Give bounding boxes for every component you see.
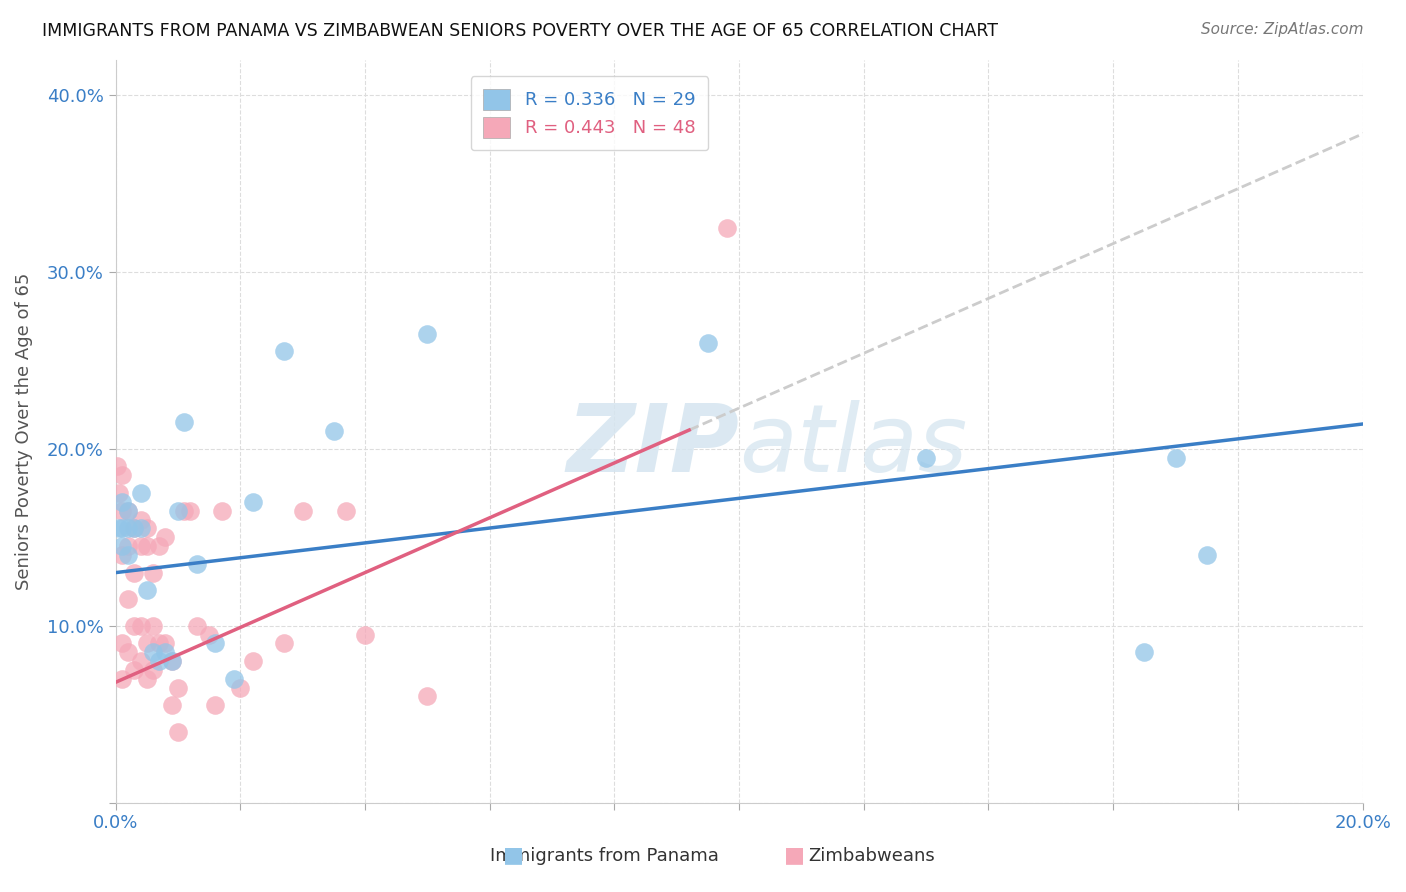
Point [142,663,165,677]
Point [111,468,134,483]
Point [1133,645,1156,659]
Point [204,698,226,713]
Point [135,583,157,598]
Point [160,654,183,668]
Point [198,627,221,641]
Point [242,654,264,668]
Text: ■: ■ [785,846,804,865]
Point [142,566,165,580]
Point [416,690,439,704]
Point [111,495,134,509]
Point [129,618,152,632]
Point [117,504,139,518]
Point [124,618,146,632]
Point [915,450,938,465]
Point [155,645,177,659]
Point [173,415,195,429]
Y-axis label: Seniors Poverty Over the Age of 65: Seniors Poverty Over the Age of 65 [15,272,32,590]
Point [117,504,139,518]
Point [354,627,377,641]
Point [135,521,157,535]
Point [155,636,177,650]
Point [111,548,134,562]
Point [148,539,170,553]
Point [273,636,295,650]
Point [107,521,129,535]
Point [129,539,152,553]
Point [124,663,146,677]
Point [111,504,134,518]
Point [148,636,170,650]
Point [273,344,295,359]
Point [160,698,183,713]
Point [291,504,314,518]
Point [716,220,738,235]
Point [111,521,134,535]
Point [142,645,165,659]
Point [179,504,201,518]
Point [148,654,170,668]
Point [1164,450,1187,465]
Point [107,459,129,474]
Text: IMMIGRANTS FROM PANAMA VS ZIMBABWEAN SENIORS POVERTY OVER THE AGE OF 65 CORRELAT: IMMIGRANTS FROM PANAMA VS ZIMBABWEAN SEN… [42,22,998,40]
Legend: R = 0.336   N = 29, R = 0.443   N = 48: R = 0.336 N = 29, R = 0.443 N = 48 [471,76,709,150]
Point [129,521,152,535]
Point [696,335,718,350]
Point [117,539,139,553]
Point [322,424,344,438]
Point [229,681,252,695]
Point [129,512,152,526]
Point [117,548,139,562]
Point [117,592,139,607]
Point [129,486,152,500]
Point [117,521,139,535]
Point [124,521,146,535]
Point [186,557,208,571]
Text: Immigrants from Panama: Immigrants from Panama [491,847,718,865]
Point [242,495,264,509]
Point [111,672,134,686]
Text: ■: ■ [503,846,523,865]
Text: atlas: atlas [740,401,967,491]
Point [155,530,177,544]
Text: ZIP: ZIP [567,400,740,492]
Point [117,645,139,659]
Point [135,672,157,686]
Point [167,681,190,695]
Point [111,636,134,650]
Point [173,504,195,518]
Point [204,636,226,650]
Point [107,486,129,500]
Text: Zimbabweans: Zimbabweans [808,847,935,865]
Point [129,654,152,668]
Point [124,521,146,535]
Point [167,504,190,518]
Point [111,539,134,553]
Point [135,636,157,650]
Point [416,326,439,341]
Point [186,618,208,632]
Point [142,618,165,632]
Point [135,539,157,553]
Point [124,566,146,580]
Point [222,672,245,686]
Point [1195,548,1218,562]
Point [160,654,183,668]
Text: Source: ZipAtlas.com: Source: ZipAtlas.com [1201,22,1364,37]
Point [211,504,233,518]
Point [167,724,190,739]
Point [335,504,357,518]
